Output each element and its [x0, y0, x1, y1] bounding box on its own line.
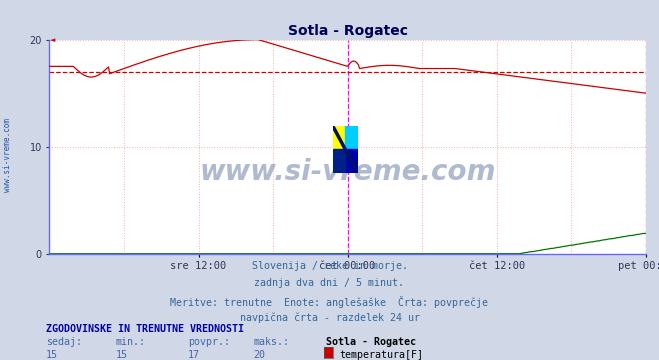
Title: Sotla - Rogatec: Sotla - Rogatec	[287, 24, 408, 39]
Text: 17: 17	[188, 350, 200, 360]
Bar	[345, 149, 358, 173]
Text: Meritve: trenutne  Enote: anglešaške  Črta: povprečje: Meritve: trenutne Enote: anglešaške Črta…	[171, 296, 488, 307]
Text: 20: 20	[254, 350, 266, 360]
Text: navpična črta - razdelek 24 ur: navpična črta - razdelek 24 ur	[239, 313, 420, 323]
Text: min.:: min.:	[115, 337, 146, 347]
Text: povpr.:: povpr.:	[188, 337, 230, 347]
Text: temperatura[F]: temperatura[F]	[339, 350, 423, 360]
Text: maks.:: maks.:	[254, 337, 290, 347]
Bar	[345, 126, 358, 149]
Text: 15: 15	[46, 350, 58, 360]
Bar	[333, 149, 345, 173]
Text: zadnja dva dni / 5 minut.: zadnja dva dni / 5 minut.	[254, 278, 405, 288]
Text: 15: 15	[115, 350, 127, 360]
Text: ZGODOVINSKE IN TRENUTNE VREDNOSTI: ZGODOVINSKE IN TRENUTNE VREDNOSTI	[46, 324, 244, 334]
Bar	[333, 126, 345, 149]
Text: Slovenija / reke in morje.: Slovenija / reke in morje.	[252, 261, 407, 271]
Text: Sotla - Rogatec: Sotla - Rogatec	[326, 337, 416, 347]
Text: www.si-vreme.com: www.si-vreme.com	[3, 118, 13, 192]
Text: ◄: ◄	[50, 37, 55, 42]
Text: www.si-vreme.com: www.si-vreme.com	[200, 158, 496, 186]
Text: sedaj:: sedaj:	[46, 337, 82, 347]
